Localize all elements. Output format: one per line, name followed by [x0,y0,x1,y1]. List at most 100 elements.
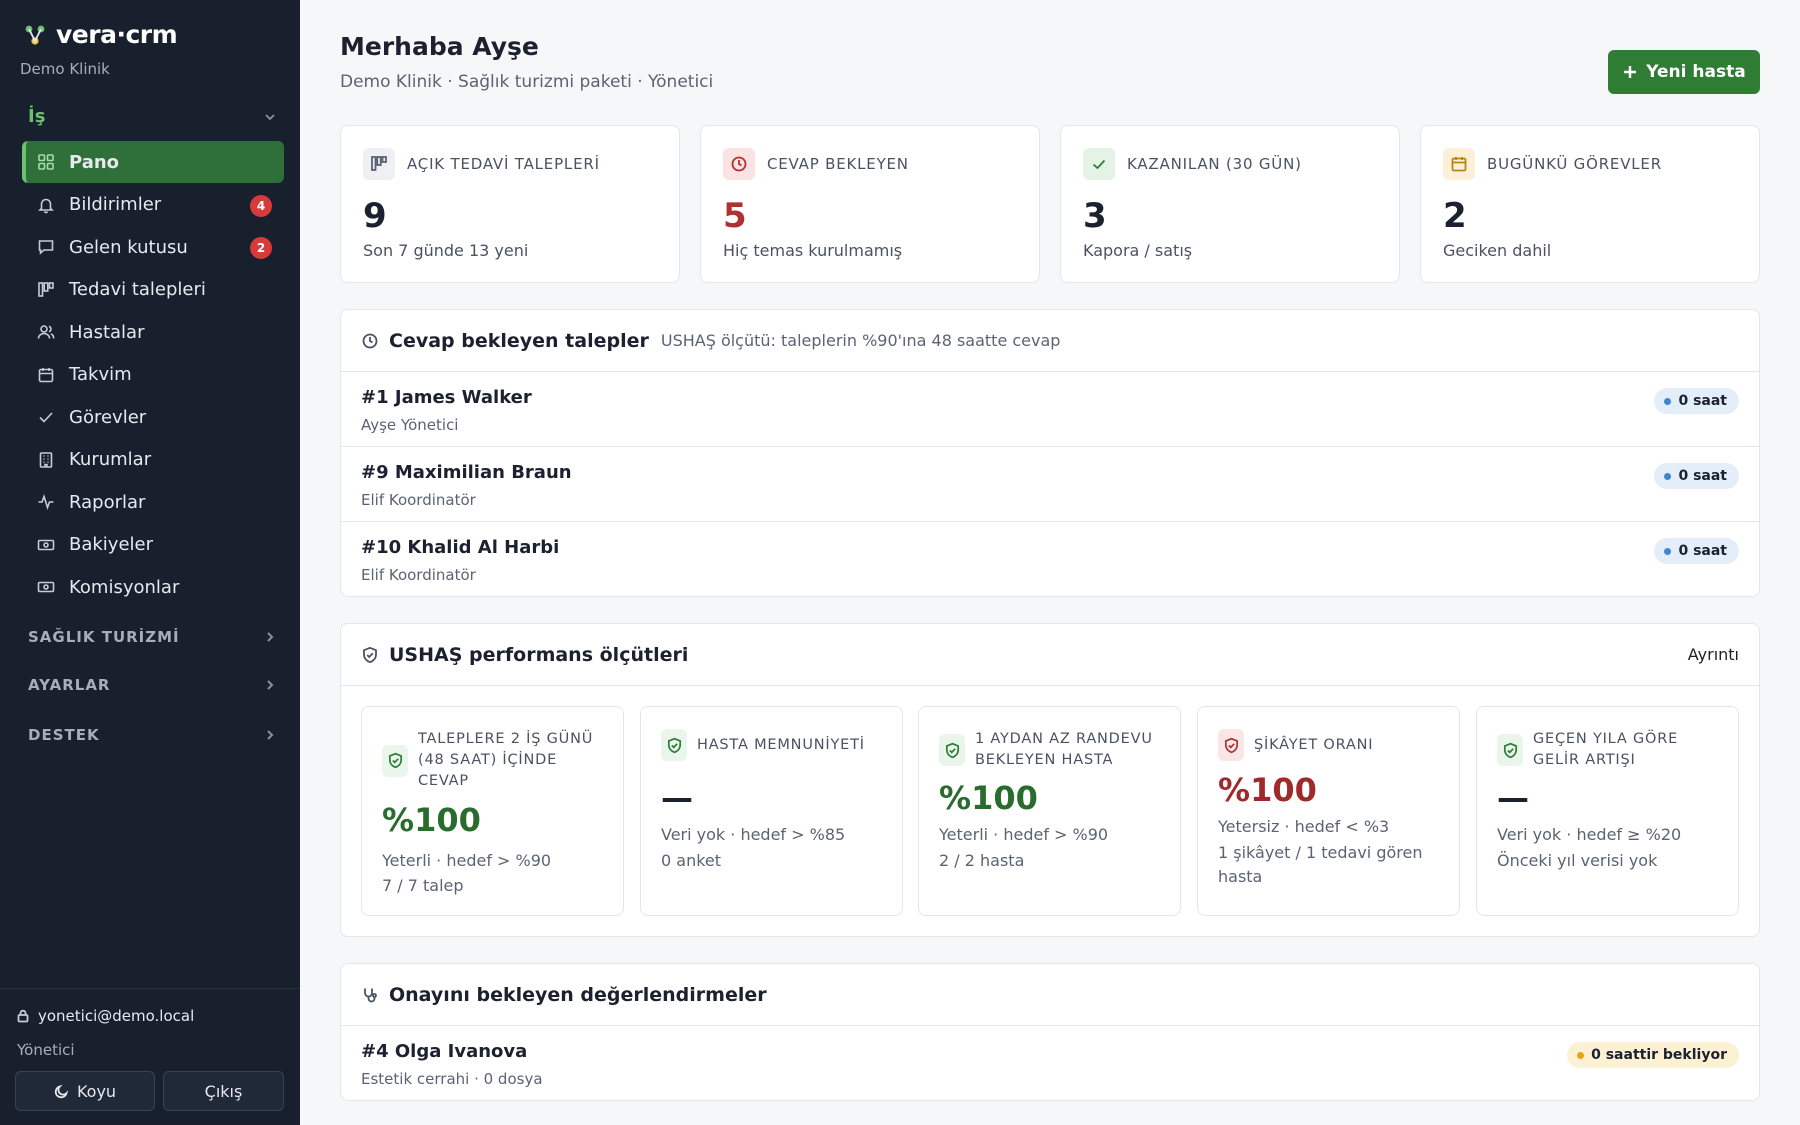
shield-check-icon [939,734,965,766]
request-title: #10 Khalid Al Harbi [361,537,560,558]
wait-time-badge: 0 saat [1654,538,1739,564]
metric-title: TALEPLERE 2 İŞ GÜNÜ (48 SAAT) İÇİNDE CEV… [418,731,594,789]
clock-icon [362,333,378,348]
panel-title: Cevap bekleyen talepler [389,329,649,352]
sidebar-item-kurumlar[interactable]: Kurumlar [22,439,284,481]
metric-card-patient-satisfaction[interactable]: HASTA MEMNUNİYETİ — Veri yok · hedef > %… [640,706,903,916]
sidebar-item-bakiyeler[interactable]: Bakiyeler [22,524,284,566]
metric-title: 1 AYDAN AZ RANDEVU BEKLEYEN HASTA [975,731,1153,768]
metric-title: ŞİKÂYET ORANI [1254,736,1374,753]
details-link[interactable]: Ayrıntı [1687,645,1739,664]
users-icon [36,322,56,342]
status-dot [1664,547,1672,555]
chevron-down-icon [265,113,275,120]
shield-check-icon [661,729,687,761]
sidebar-item-label: Görevler [69,406,147,428]
notification-count-badge: 4 [250,194,272,217]
stat-card-todays-tasks[interactable]: BUGÜNKÜ GÖREVLER 2 Geciken dahil [1420,125,1760,283]
list-item[interactable]: #4 Olga Ivanova Estetik cerrahi · 0 dosy… [341,1026,1759,1100]
review-detail: Estetik cerrahi · 0 dosya [361,1070,543,1088]
metric-value: %100 [1218,771,1317,809]
wait-time-badge: 0 saat [1654,388,1739,414]
metric-detail: 1 şikâyet / 1 tedavi gören hasta [1218,843,1423,886]
stat-label: BUGÜNKÜ GÖREVLER [1487,155,1662,173]
sidebar-item-bildirimler[interactable]: Bildirimler 4 [22,184,284,226]
metric-value: %100 [382,801,481,839]
stat-card-awaiting-response[interactable]: CEVAP BEKLEYEN 5 Hiç temas kurulmamış [700,125,1040,283]
request-title: #9 Maximilian Braun [361,462,572,483]
metric-card-response-48h[interactable]: TALEPLERE 2 İŞ GÜNÜ (48 SAAT) İÇİNDE CEV… [361,706,624,916]
waiting-text: 0 saattir bekliyor [1591,1047,1727,1063]
sidebar-item-takvim[interactable]: Takvim [22,354,284,396]
stethoscope-icon [364,988,377,1002]
list-item[interactable]: #10 Khalid Al Harbi Elif Koordinatör 0 s… [341,522,1759,596]
metric-value: %100 [939,779,1038,817]
metric-status: Yetersiz · hedef < %3 [1218,817,1390,836]
theme-toggle-button[interactable]: Koyu [15,1071,155,1111]
stat-description: Son 7 günde 13 yeni [363,241,529,260]
sidebar-item-label: Bildirimler [69,194,162,215]
sidebar-item-label: Raporlar [69,491,146,513]
sidebar-item-tedavi-talepleri[interactable]: Tedavi talepleri [22,269,284,311]
stat-card-won-30-days[interactable]: KAZANILAN (30 GÜN) 3 Kapora / satış [1060,125,1400,283]
check-icon [1083,148,1115,180]
metric-card-revenue-growth[interactable]: GEÇEN YILA GÖRE GELİR ARTIŞI — Veri yok … [1476,706,1739,916]
sidebar-group-label: DESTEK [28,726,100,744]
page-title: Merhaba Ayşe [340,32,539,61]
sidebar-nav: Pano Bildirimler 4 Gelen kutusu 2 Tedavi… [22,141,284,609]
metric-status: Veri yok · hedef ≥ %20 [1497,825,1682,844]
banknote-icon [36,535,56,555]
metric-status: Yeterli · hedef > %90 [382,851,552,870]
calendar-icon [36,365,56,385]
metric-detail: 7 / 7 talep [382,876,464,895]
chevron-right-icon [267,680,274,690]
sidebar-item-komisyonlar[interactable]: Komisyonlar [22,566,284,608]
metrics-grid: TALEPLERE 2 İŞ GÜNÜ (48 SAAT) İÇİNDE CEV… [361,706,1741,916]
list-item[interactable]: #1 James Walker Ayşe Yönetici 0 saat [341,372,1759,447]
status-dot [1577,1051,1585,1059]
waiting-badge: 0 saattir bekliyor [1567,1042,1739,1068]
banknote-icon [36,577,56,597]
user-email-text: yonetici@demo.local [38,1007,195,1025]
section-is-toggle[interactable]: İş [28,106,276,127]
chevron-right-icon [267,632,274,642]
user-email: yonetici@demo.local [16,1007,194,1025]
performance-metrics-panel: USHAŞ performans ölçütleri Ayrıntı TALEP… [340,623,1760,937]
stat-card-open-requests[interactable]: AÇIK TEDAVİ TALEPLERİ 9 Son 7 günde 13 y… [340,125,680,283]
sidebar: vera·crm Demo Klinik İş Pano Bildirimler… [0,0,300,1125]
request-assignee: Elif Koordinatör [361,566,476,584]
pending-reviews-panel: Onayını bekleyen değerlendirmeler #4 Olg… [340,963,1760,1101]
kanban-icon [36,280,56,300]
new-patient-label: Yeni hasta [1646,62,1746,82]
shield-check-icon [382,744,408,777]
sidebar-item-label: Bakiyeler [69,534,154,555]
sidebar-item-raporlar[interactable]: Raporlar [22,481,284,523]
review-title: #4 Olga Ivanova [361,1041,528,1062]
sidebar-group-saglik-turizmi[interactable]: SAĞLIK TURİZMİ [28,628,276,646]
shield-alert-icon [1218,729,1244,761]
brand[interactable]: vera·crm [22,20,178,49]
sidebar-group-destek[interactable]: DESTEK [28,726,276,744]
request-title: #1 James Walker [361,387,532,408]
list-item[interactable]: #9 Maximilian Braun Elif Koordinatör 0 s… [341,447,1759,522]
request-assignee: Elif Koordinatör [361,491,476,509]
metric-card-complaint-rate[interactable]: ŞİKÂYET ORANI %100 Yetersiz · hedef < %3… [1197,706,1460,916]
logout-button[interactable]: Çıkış [163,1071,284,1111]
metric-card-appointment-wait[interactable]: 1 AYDAN AZ RANDEVU BEKLEYEN HASTA %100 Y… [918,706,1181,916]
sidebar-item-label: Gelen kutusu [69,236,188,258]
sidebar-item-hastalar[interactable]: Hastalar [22,311,284,353]
bell-icon [36,195,56,215]
sidebar-group-ayarlar[interactable]: AYARLAR [28,676,276,694]
sidebar-item-label: Takvim [69,364,132,385]
check-icon [36,407,56,427]
theme-toggle-label: Koyu [76,1081,117,1101]
sidebar-item-label: Tedavi talepleri [69,279,206,300]
sidebar-item-pano[interactable]: Pano [22,141,284,183]
sidebar-item-gelen-kutusu[interactable]: Gelen kutusu 2 [22,226,284,268]
metric-detail: 2 / 2 hasta [939,851,1025,870]
stat-label: CEVAP BEKLEYEN [767,155,909,173]
new-patient-button[interactable]: Yeni hasta [1608,50,1760,94]
logo-icon [25,25,45,45]
panel-title: Onayını bekleyen değerlendirmeler [389,983,767,1006]
sidebar-item-gorevler[interactable]: Görevler [22,396,284,438]
